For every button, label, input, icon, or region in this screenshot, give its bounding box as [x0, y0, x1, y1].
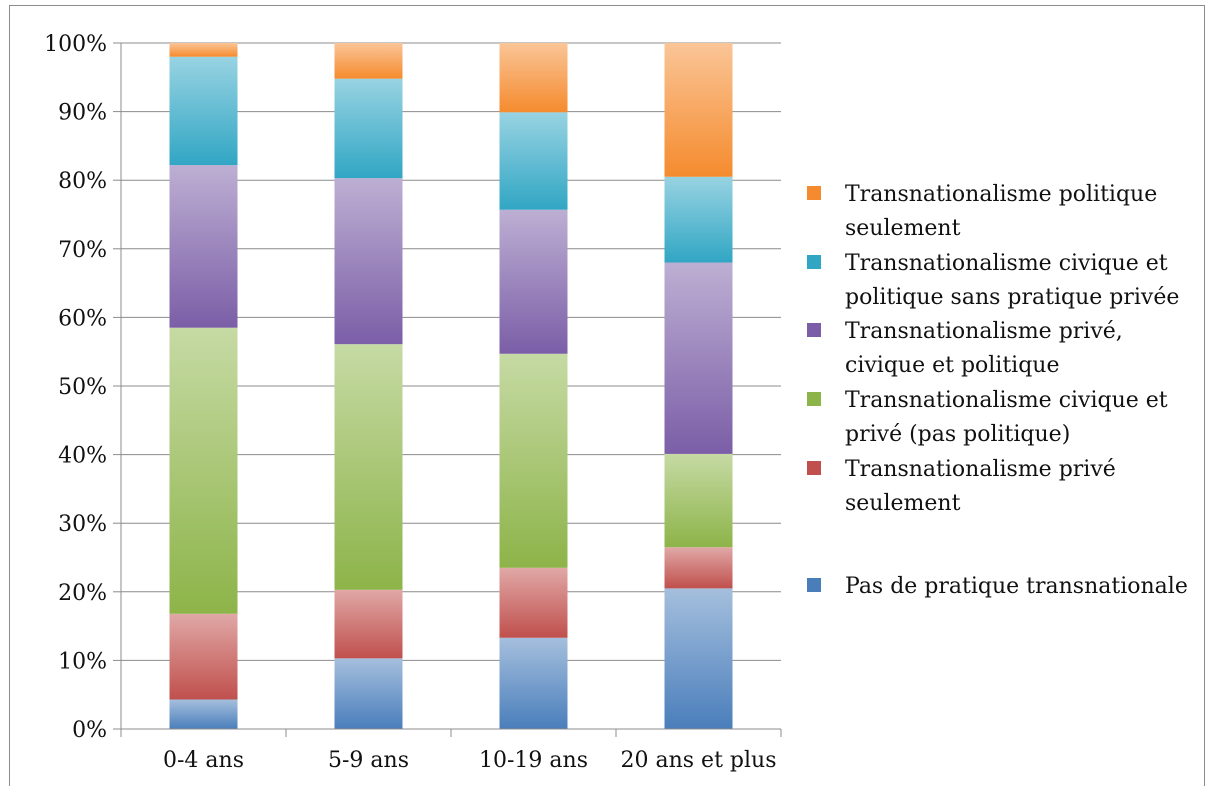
- bar-segment: [334, 178, 403, 345]
- bar-segment: [169, 613, 238, 700]
- stacked-bar-chart: 0% 10% 20% 30% 40% 50% 60% 70% 80% 90% 100% 0-4 ans…: [44, 32, 1188, 773]
- bar-segment: [499, 567, 568, 638]
- x-tick-label: 0-4 ans: [163, 748, 244, 773]
- y-tick-label: 90%: [58, 101, 107, 126]
- y-tick-label: 60%: [58, 306, 107, 331]
- bars: [169, 43, 733, 729]
- legend-label: seulement: [845, 491, 961, 516]
- legend-label: seulement: [845, 216, 961, 241]
- bar-segment: [664, 588, 733, 729]
- bar-segment: [664, 43, 733, 177]
- y-tick-label: 20%: [58, 581, 107, 606]
- bar-segment: [499, 353, 568, 568]
- legend-label: Transnationalisme privé: [845, 457, 1116, 482]
- bar-segment: [169, 699, 238, 729]
- bar-segment: [664, 547, 733, 589]
- legend-label: politique sans pratique privée: [845, 285, 1179, 310]
- y-tick-label: 40%: [58, 444, 107, 469]
- y-tick-label: 0%: [72, 718, 107, 743]
- legend-swatch: [807, 186, 821, 200]
- legend-label: civique et politique: [845, 353, 1060, 378]
- legend-label: Transnationalisme privé,: [845, 319, 1123, 344]
- x-tick-label: 10-19 ans: [479, 748, 588, 773]
- y-tick-label: 80%: [58, 169, 107, 194]
- legend-swatch: [807, 392, 821, 406]
- bar-segment: [499, 637, 568, 729]
- bar-segment: [664, 262, 733, 454]
- x-tick-label: 20 ans et plus: [621, 748, 777, 773]
- bar-segment: [499, 209, 568, 354]
- bar-segment: [334, 43, 403, 79]
- legend-label: Pas de pratique transnationale: [845, 574, 1188, 599]
- bar-segment: [664, 176, 733, 263]
- bar-segment: [664, 453, 733, 548]
- legend-swatch: [807, 323, 821, 337]
- bar-segment: [169, 327, 238, 614]
- legend-swatch: [807, 255, 821, 269]
- chart-frame: 0% 10% 20% 30% 40% 50% 60% 70% 80% 90% 100% 0-4 ans…: [9, 5, 1205, 786]
- bar-segment: [169, 56, 238, 166]
- bar-segment: [169, 165, 238, 328]
- bar-segment: [334, 658, 403, 729]
- bar-segment: [334, 589, 403, 659]
- bar-segment: [169, 43, 238, 57]
- legend: Transnationalisme politique seulement Tran…: [807, 182, 1188, 599]
- x-tick-label: 5-9 ans: [328, 748, 409, 773]
- bar-segment: [334, 78, 403, 179]
- y-tick-label: 100%: [44, 32, 107, 57]
- legend-swatch: [807, 461, 821, 475]
- legend-swatch: [807, 578, 821, 592]
- legend-label: Transnationalisme civique et: [845, 388, 1168, 413]
- y-tick-label: 10%: [58, 649, 107, 674]
- legend-label: Transnationalisme politique: [845, 182, 1157, 207]
- y-tick-label: 70%: [58, 238, 107, 263]
- legend-label: privé (pas politique): [845, 422, 1070, 447]
- y-tick-label: 30%: [58, 512, 107, 537]
- y-tick-label: 50%: [58, 375, 107, 400]
- bar-segment: [499, 43, 568, 113]
- legend-label: Transnationalisme civique et: [845, 251, 1168, 276]
- bar-segment: [334, 344, 403, 590]
- bar-segment: [499, 112, 568, 210]
- axes: 0% 10% 20% 30% 40% 50% 60% 70% 80% 90% 100% 0-4 ans…: [44, 32, 782, 773]
